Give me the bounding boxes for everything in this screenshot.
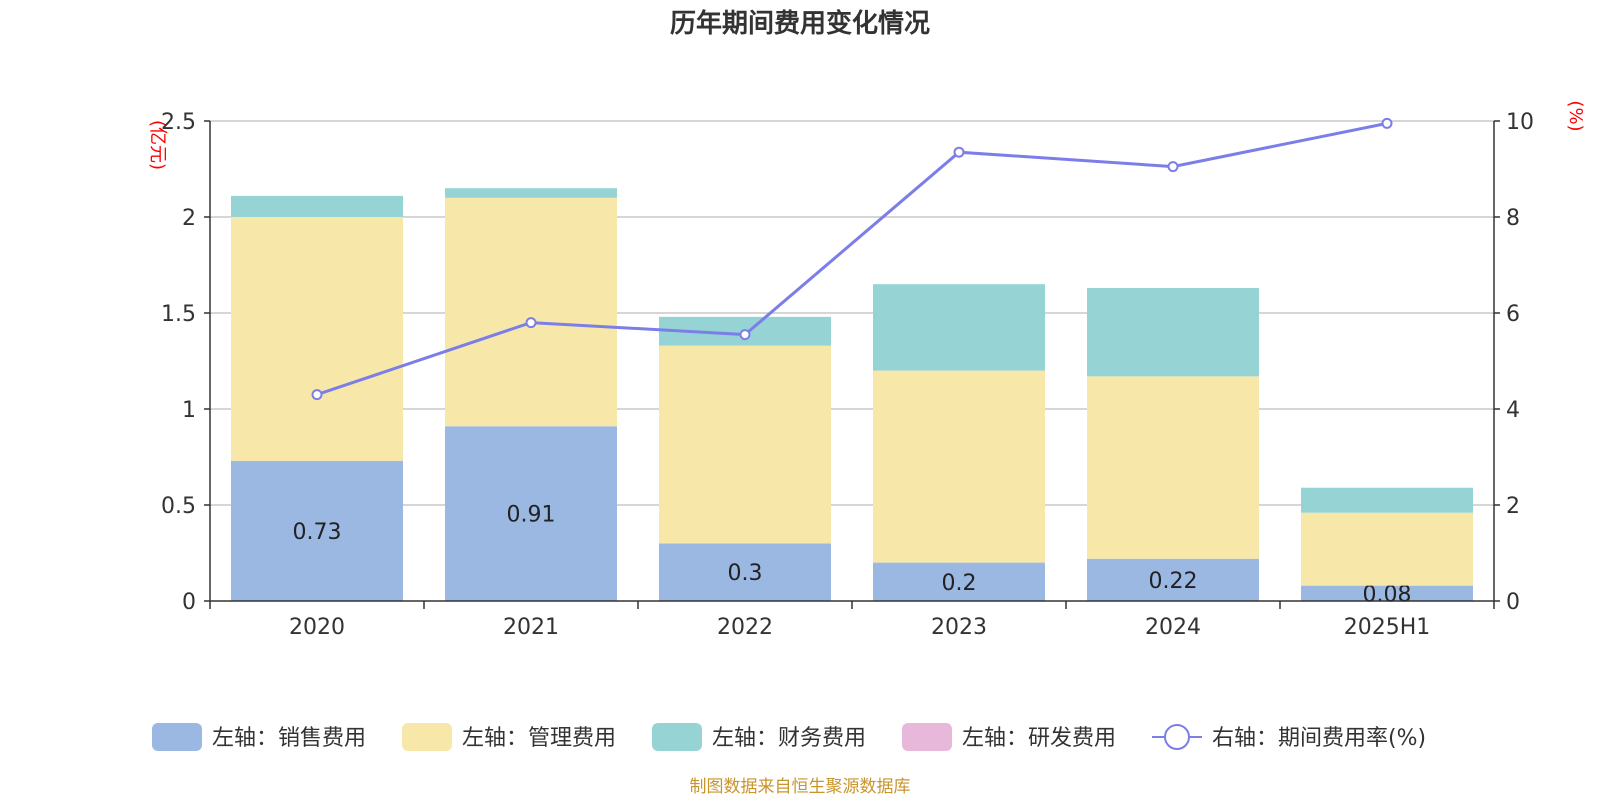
legend-label: 左轴：研发费用 <box>962 726 1116 751</box>
bar-segment <box>659 543 831 601</box>
bar-data-label: 0.2 <box>942 571 977 596</box>
bar-segment <box>1301 512 1473 586</box>
left-tick-label: 1 <box>182 398 196 423</box>
bar-segment <box>231 195 403 217</box>
left-axis-unit: (亿元) <box>147 120 168 170</box>
right-tick-label: 0 <box>1506 590 1520 615</box>
chart-title: 历年期间费用变化情况 <box>670 8 930 39</box>
right-tick-label: 8 <box>1506 206 1520 231</box>
bar-data-label: 0.73 <box>293 520 342 545</box>
rate-line-point <box>739 329 751 341</box>
bar-segment <box>1087 288 1259 377</box>
rate-line <box>311 117 1393 401</box>
rate-line-point <box>311 389 323 401</box>
bar-segment <box>445 197 617 427</box>
bar-segment <box>873 284 1045 371</box>
legend-label: 左轴：销售费用 <box>212 726 366 751</box>
rate-line-point <box>1381 117 1393 129</box>
right-tick-label: 2 <box>1506 494 1520 519</box>
x-tick-label: 2023 <box>931 615 987 640</box>
grid <box>210 120 1494 506</box>
bar-segment <box>231 460 403 601</box>
bar-data-label: 0.08 <box>1363 582 1412 607</box>
bar-data-label: 0.3 <box>728 561 763 586</box>
axes: 0 0.5 1 1.5 2 2.5 0 2 4 6 8 10 2020 2021 2022 2023 2024 2… <box>161 110 1534 640</box>
x-tick-label: 2020 <box>289 615 345 640</box>
left-tick-label: 0.5 <box>161 494 196 519</box>
legend-label: 左轴：管理费用 <box>462 726 616 751</box>
x-tick-label: 2021 <box>503 615 559 640</box>
legend-marker-swatch <box>1164 724 1190 750</box>
x-tick-label: 2022 <box>717 615 773 640</box>
right-axis-unit: (%) <box>1565 100 1586 131</box>
legend-label: 右轴：期间费用率(%) <box>1212 726 1426 751</box>
bar-data-label: 0.22 <box>1149 569 1198 594</box>
left-tick-label: 1.5 <box>161 302 196 327</box>
rate-line-point <box>953 146 965 158</box>
bar-segment <box>1087 558 1259 601</box>
legend: 左轴：销售费用 左轴：管理费用 左轴：财务费用 左轴：研发费用 右轴：期间费用率(%) <box>152 723 1426 751</box>
bar-segment <box>231 217 403 461</box>
rate-line-point <box>1167 161 1179 173</box>
bar-segment <box>1087 376 1259 559</box>
x-tick-label: 2024 <box>1145 615 1201 640</box>
bar-segment <box>873 370 1045 563</box>
rate-line-path <box>316 121 1388 397</box>
right-tick-label: 10 <box>1506 110 1534 135</box>
bar-segment <box>1301 585 1473 601</box>
x-tick-label: 2025H1 <box>1344 615 1431 640</box>
left-tick-label: 2.5 <box>161 110 196 135</box>
bar-segment <box>445 188 617 198</box>
right-tick-label: 4 <box>1506 398 1520 423</box>
legend-swatch <box>902 723 952 751</box>
legend-label: 左轴：财务费用 <box>712 726 866 751</box>
right-tick-label: 6 <box>1506 302 1520 327</box>
bar-segment <box>659 345 831 544</box>
source-note: 制图数据来自恒生聚源数据库 <box>690 777 911 797</box>
rate-line-point <box>525 317 537 329</box>
bar-segment <box>445 426 617 601</box>
legend-swatch <box>152 723 202 751</box>
bar-segment <box>873 562 1045 601</box>
legend-swatch <box>652 723 702 751</box>
bars: 0.73 0.91 0.3 0.2 0.22 0.08 <box>231 188 1473 607</box>
bar-segment <box>1301 487 1473 513</box>
left-tick-label: 0 <box>182 590 196 615</box>
legend-swatch <box>402 723 452 751</box>
bar-data-label: 0.91 <box>507 503 556 528</box>
left-tick-label: 2 <box>182 206 196 231</box>
